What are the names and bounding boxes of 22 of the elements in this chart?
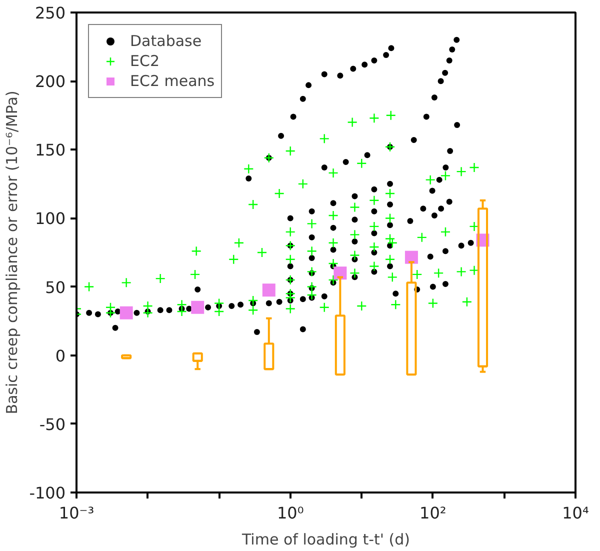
legend-label: EC2 means [130,72,215,90]
y-axis-title: Basic creep compliance or error (10⁻⁶/MPa) [3,90,22,414]
x-tick-label: 10⁴ [562,504,589,522]
legend-label: Database [130,32,202,50]
y-tick-label: 150 [34,140,66,160]
point [404,250,418,264]
y-tick-label: -50 [39,414,66,434]
y-tick-label: -100 [29,484,66,502]
legend-label: EC2 [130,52,160,70]
x-tick-label: 10² [420,504,446,522]
y-tick-label: 100 [34,209,66,228]
point [120,306,133,320]
point [262,284,276,297]
point [191,300,204,314]
y-tick-label: 0 [55,346,66,366]
x-tick-label: 10⁰ [276,504,304,522]
y-tick-label: 200 [34,72,66,92]
x-axis-title: Time of loading t-t' (d) [240,530,410,548]
x-tick-label: 10⁻³ [58,504,94,522]
y-tick-label: 50 [45,278,66,297]
y-tick-label: 250 [34,4,66,22]
point [334,266,347,280]
